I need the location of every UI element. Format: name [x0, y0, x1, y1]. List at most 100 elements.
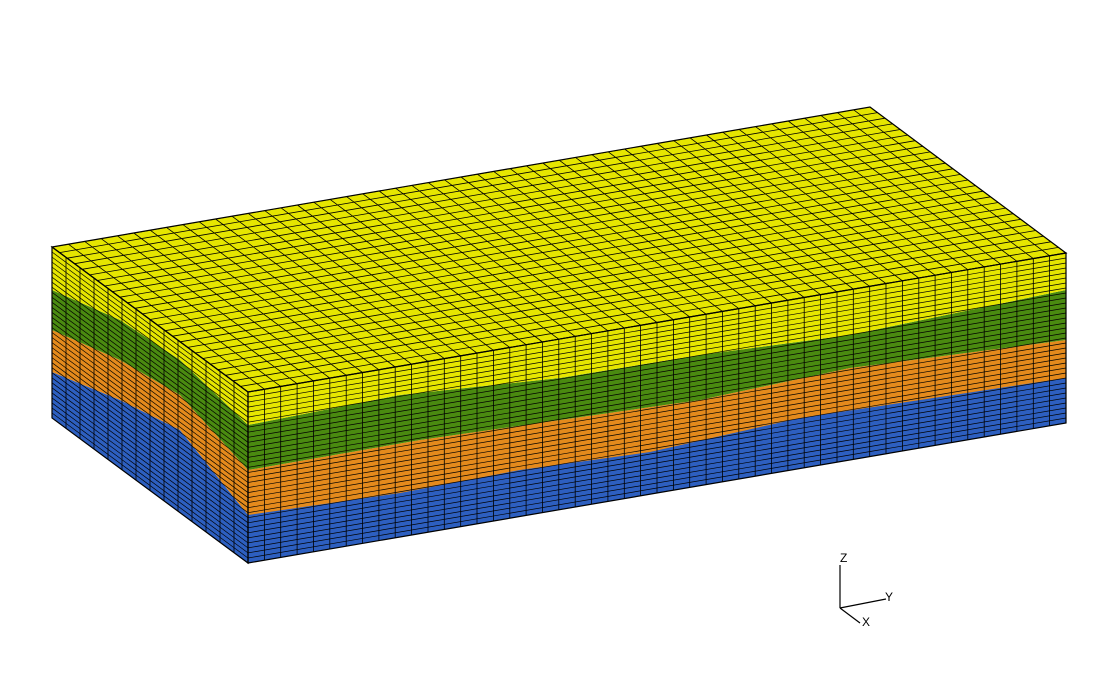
- mesh-line: [180, 202, 999, 343]
- mesh-line: [104, 145, 923, 287]
- mesh-line: [248, 362, 1066, 503]
- mesh-line: [248, 337, 1066, 478]
- mesh-line: [195, 213, 1014, 354]
- mesh-line: [248, 327, 1066, 468]
- mesh-line: [248, 357, 1066, 498]
- mesh-line: [248, 322, 1066, 463]
- mesh-line: [248, 392, 1066, 534]
- mesh-line: [232, 241, 1051, 382]
- mesh-line: [112, 151, 931, 292]
- mesh-line: [52, 387, 248, 534]
- mesh-line: [74, 123, 893, 265]
- mesh-line: [248, 397, 1066, 539]
- mesh-line: [52, 382, 248, 529]
- layer-green-front: [52, 290, 248, 470]
- mesh-line: [67, 117, 886, 259]
- mesh-line: [248, 297, 1066, 438]
- mesh-line: [52, 276, 248, 423]
- mesh-line: [248, 272, 1066, 413]
- mesh-line: [248, 307, 1066, 448]
- mesh-line: [52, 392, 248, 539]
- mesh-line: [165, 190, 984, 332]
- mesh-line: [248, 267, 1066, 408]
- mesh-line: [248, 352, 1066, 493]
- top-grid: [52, 107, 1066, 392]
- mesh-line: [52, 332, 248, 478]
- z-axis-label: Z: [840, 551, 847, 565]
- top-face: [52, 107, 1066, 392]
- x-axis-line: [839, 607, 861, 624]
- mesh-line: [52, 312, 248, 458]
- mesh-line: [248, 417, 1066, 559]
- mesh-line: [52, 367, 248, 513]
- mesh-line: [210, 224, 1029, 365]
- mesh-line: [172, 196, 991, 337]
- mesh-line: [248, 372, 1066, 514]
- mesh-line: [59, 112, 878, 253]
- mesh-line: [217, 230, 1036, 371]
- mesh-line: [52, 327, 248, 473]
- mesh-line: [187, 207, 1006, 348]
- mesh-line: [248, 367, 1066, 509]
- mesh-line: [52, 352, 248, 498]
- x-axis-label: X: [862, 615, 870, 629]
- mesh-line: [127, 162, 946, 304]
- mesh-line: [248, 382, 1066, 524]
- block-outline-front: [51, 245, 249, 565]
- mesh-line: [89, 134, 908, 276]
- mesh-line: [52, 292, 248, 438]
- mesh-line: [248, 312, 1066, 453]
- mesh-line: [52, 266, 248, 413]
- mesh-line: [52, 372, 248, 518]
- mesh-line: [134, 168, 953, 309]
- mesh-line: [225, 235, 1044, 376]
- mesh-line: [52, 317, 248, 463]
- mesh-line: [248, 347, 1066, 488]
- mesh-line: [52, 251, 248, 398]
- mesh-line: [52, 302, 248, 448]
- mesh-line: [52, 271, 248, 418]
- mesh-line: [248, 287, 1066, 428]
- mesh-line: [248, 292, 1066, 433]
- mesh-line: [248, 377, 1066, 519]
- mesh-line: [240, 247, 1059, 387]
- mesh-line: [157, 185, 976, 326]
- mesh-line: [97, 140, 916, 281]
- mesh-line: [52, 402, 248, 549]
- mesh-line: [248, 387, 1066, 529]
- mesh-line: [52, 412, 248, 559]
- mesh-line: [52, 342, 248, 488]
- mesh-line: [248, 282, 1066, 423]
- mesh-line: [142, 174, 961, 315]
- side-face: [248, 253, 1066, 563]
- mesh-line: [52, 322, 248, 468]
- mesh-line: [52, 357, 248, 503]
- mesh-line: [52, 281, 248, 428]
- mesh-line: [52, 397, 248, 544]
- layer-orange-front: [52, 330, 248, 515]
- mesh-line: [248, 412, 1066, 554]
- mesh-line: [248, 342, 1066, 483]
- mesh-line: [202, 218, 1021, 359]
- mesh-line: [248, 257, 1066, 398]
- mesh-line: [52, 307, 248, 453]
- mesh-line: [52, 377, 248, 524]
- y-axis-label: Y: [885, 590, 893, 604]
- mesh-line: [52, 337, 248, 483]
- y-axis-line: [839, 598, 887, 609]
- mesh-line: [52, 261, 248, 408]
- mesh-line: [248, 402, 1066, 544]
- mesh-line: [248, 317, 1066, 458]
- mesh-line: [52, 256, 248, 403]
- mesh-line: [52, 297, 248, 443]
- mesh-line: [149, 179, 969, 320]
- mesh-line: [119, 157, 938, 298]
- mesh-line: [52, 362, 248, 508]
- mesh-line: [248, 262, 1066, 403]
- mesh-line: [82, 129, 901, 270]
- mesh-line: [248, 277, 1066, 418]
- mesh-line: [248, 332, 1066, 473]
- mesh-line: [52, 407, 248, 554]
